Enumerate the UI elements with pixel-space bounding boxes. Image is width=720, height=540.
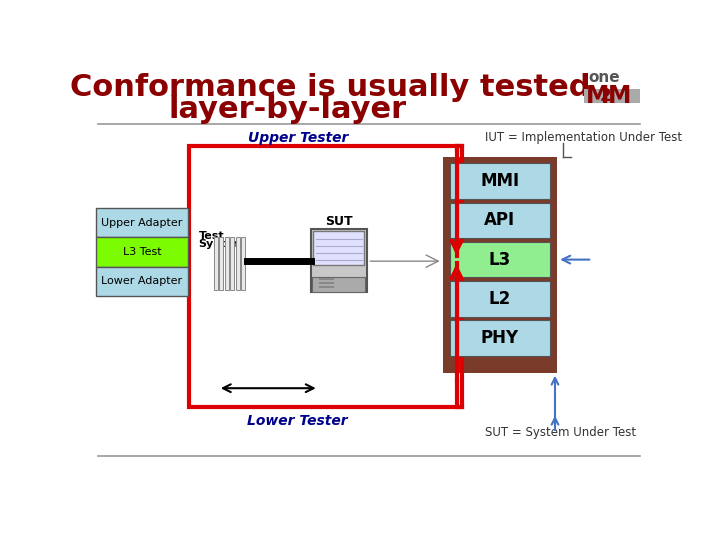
Text: IUT = Implementation Under Test: IUT = Implementation Under Test bbox=[485, 131, 683, 144]
Bar bbox=[449, 202, 550, 238]
Text: Lower Adapter: Lower Adapter bbox=[102, 276, 182, 286]
Text: L3: L3 bbox=[489, 251, 511, 268]
Bar bbox=[585, 90, 640, 103]
Text: API: API bbox=[485, 211, 516, 230]
Bar bbox=[225, 237, 229, 289]
Bar bbox=[449, 320, 550, 356]
Text: Test: Test bbox=[199, 231, 224, 241]
Text: Upper Tester: Upper Tester bbox=[248, 131, 348, 145]
Bar bbox=[220, 237, 223, 289]
Bar bbox=[241, 237, 245, 289]
Bar bbox=[214, 237, 218, 289]
Bar bbox=[443, 157, 557, 373]
Text: System: System bbox=[199, 239, 245, 249]
Text: SUT: SUT bbox=[325, 214, 353, 228]
Text: 2: 2 bbox=[600, 87, 611, 105]
Bar bbox=[319, 278, 334, 280]
Text: L3 Test: L3 Test bbox=[122, 247, 161, 257]
Bar bbox=[449, 281, 550, 316]
Bar bbox=[230, 237, 234, 289]
Bar bbox=[449, 242, 550, 278]
Bar bbox=[319, 282, 334, 284]
Bar bbox=[449, 164, 550, 199]
Text: MMI: MMI bbox=[480, 172, 520, 190]
Text: one: one bbox=[588, 70, 620, 85]
Text: layer-by-layer: layer-by-layer bbox=[168, 95, 407, 124]
Text: Upper Adapter: Upper Adapter bbox=[102, 218, 183, 228]
Text: M: M bbox=[586, 84, 609, 109]
Text: Lower Tester: Lower Tester bbox=[248, 414, 348, 428]
Bar bbox=[313, 231, 364, 265]
Bar bbox=[96, 208, 188, 237]
Text: Conformance is usually tested: Conformance is usually tested bbox=[70, 73, 590, 103]
Bar bbox=[96, 237, 188, 267]
Text: PHY: PHY bbox=[481, 329, 519, 347]
Bar bbox=[311, 229, 366, 292]
Text: M: M bbox=[608, 84, 631, 109]
Bar bbox=[319, 286, 334, 288]
Bar bbox=[189, 146, 462, 408]
Bar bbox=[96, 267, 188, 296]
Bar bbox=[312, 276, 365, 292]
Text: L2: L2 bbox=[489, 290, 511, 308]
Text: SUT = System Under Test: SUT = System Under Test bbox=[485, 427, 636, 440]
Bar bbox=[235, 237, 240, 289]
